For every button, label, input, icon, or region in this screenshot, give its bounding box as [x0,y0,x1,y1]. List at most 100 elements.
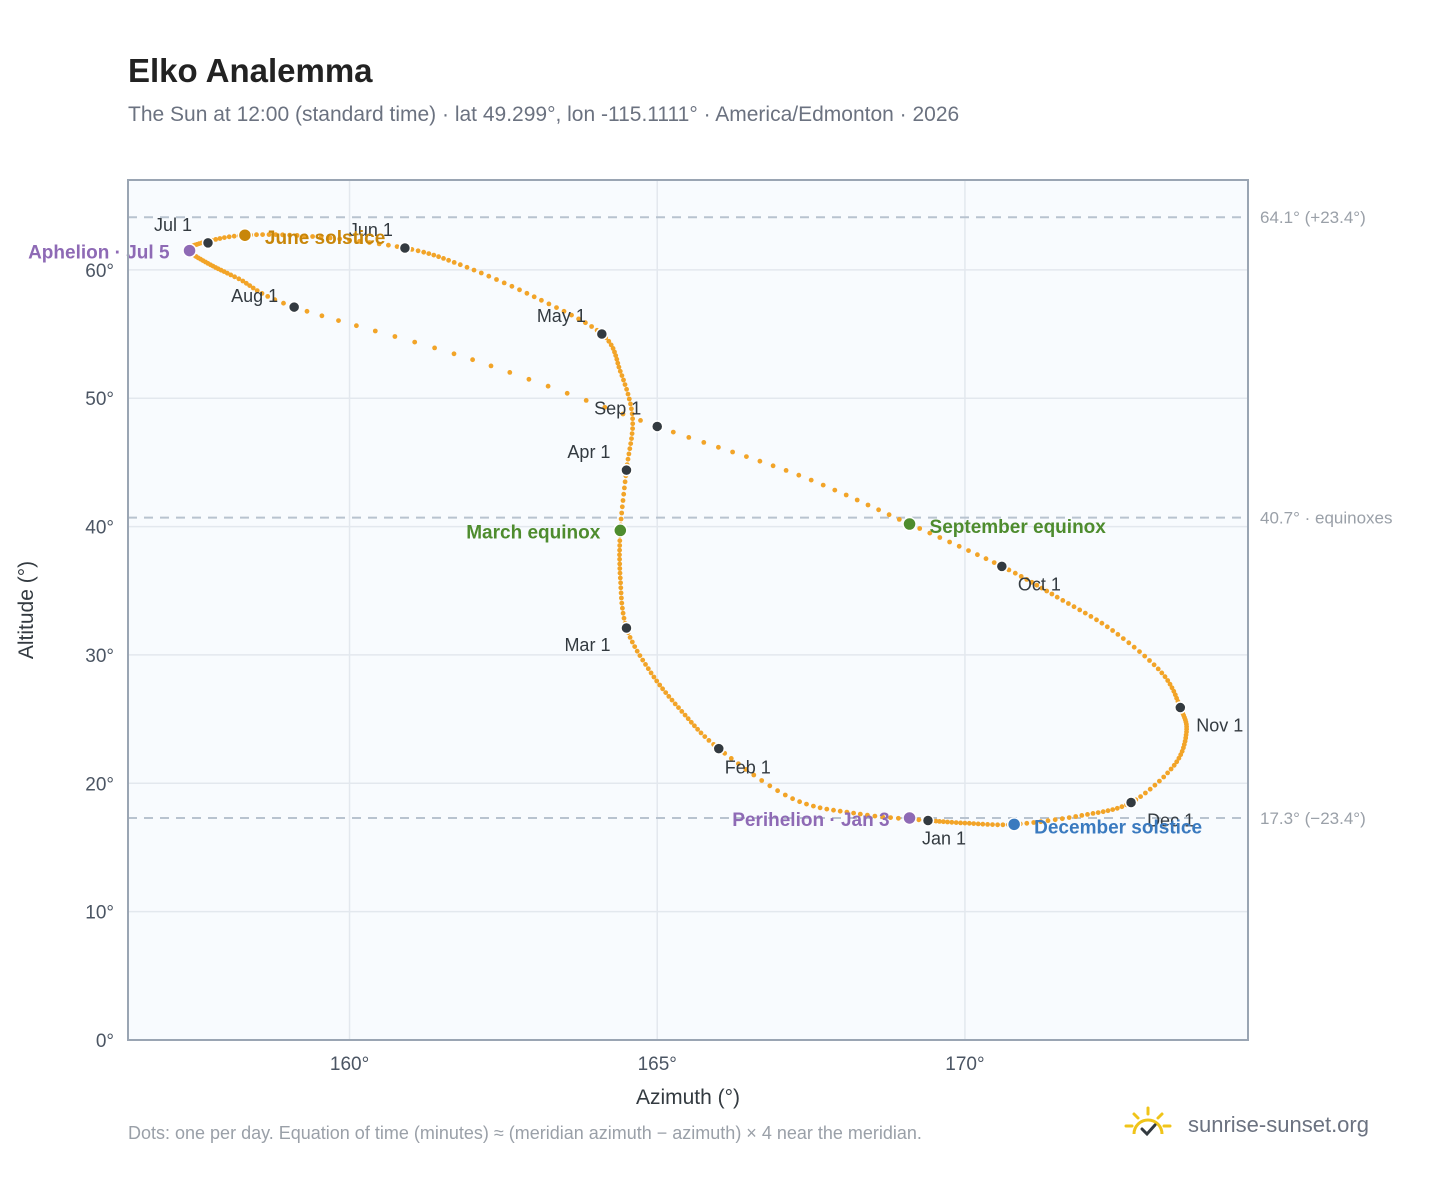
x-tick-label: 170° [945,1054,984,1075]
daily-dot [509,283,515,289]
daily-dot [629,411,635,417]
daily-dot [626,451,632,457]
y-tick-label: 10° [85,903,114,924]
daily-dot [941,819,946,825]
daily-dot [692,723,697,729]
daily-dot [617,556,622,562]
brand[interactable]: sunrise-sunset.org [1120,1104,1369,1146]
daily-dot [857,811,863,817]
month-marker-label: May 1 [537,306,586,326]
event-dot [182,243,197,258]
daily-dot [1073,814,1079,819]
daily-dot [767,783,773,789]
daily-dot [632,644,638,649]
daily-dot [1147,658,1152,663]
daily-dot [1171,762,1177,768]
daily-dot [1099,620,1105,626]
daily-dot [1077,607,1083,613]
daily-dot [660,686,665,692]
daily-dot [770,463,776,469]
daily-dot [966,820,972,826]
daily-dot [546,301,552,307]
daily-dot [426,251,432,256]
daily-dot [975,552,980,558]
daily-dot [620,411,626,417]
daily-dot [367,240,372,245]
daily-dot [1049,591,1055,597]
daily-dot [1006,567,1012,573]
daily-dot [854,497,860,503]
daily-dot [231,233,237,239]
daily-dot [1126,640,1132,646]
month-markers: Jan 1 Feb 1 Mar 1 Apr 1 May 1 Jun 1 Jul 1 Aug 1… [154,215,1243,849]
daily-dot [651,674,657,680]
daily-dot [757,458,763,464]
month-marker-label: Aug 1 [231,286,278,306]
daily-dot [637,653,643,658]
daily-dot [1024,820,1030,826]
daily-dot [808,477,814,483]
y-tick-label: 30° [85,646,114,667]
footnote: Dots: one per day. Equation of time (min… [128,1123,922,1143]
month-marker-label: Dec 1 [1147,811,1194,831]
daily-dot [583,398,589,403]
daily-dot [576,316,581,322]
daily-dot [617,570,623,576]
daily-dot [1151,662,1157,668]
daily-dot [602,404,608,410]
daily-dot [797,799,802,805]
chart-title: Elko Analemma [128,52,373,89]
daily-dot [1045,818,1051,824]
daily-dot [1155,666,1161,672]
daily-dot [386,242,391,248]
daily-dot [1114,805,1120,811]
daily-dot [817,805,823,811]
daily-dot [259,291,265,296]
daily-dot [357,238,362,244]
daily-dot [589,324,594,329]
daily-dot [232,274,238,280]
daily-dot [266,232,272,238]
reference-line-label: 40.7° · equinoxes [1260,509,1393,528]
daily-dot [634,648,640,654]
daily-dot [886,512,892,518]
daily-dot [327,235,333,241]
daily-dot [617,368,623,374]
y-tick-label: 50° [85,389,114,410]
daily-dot [947,539,952,545]
x-tick-label: 165° [638,1054,677,1075]
daily-dot [896,815,901,821]
daily-dot [1071,604,1077,610]
month-marker-label: Sep 1 [594,398,641,418]
daily-dot [620,610,626,616]
daily-dot [832,487,838,493]
daily-dot [736,761,741,767]
daily-dot [991,560,997,565]
event-label: Aphelion · Jul 5 [28,243,170,264]
daily-dot [486,273,492,279]
daily-dot [880,814,886,820]
daily-dot [1168,766,1174,772]
daily-dot [648,670,654,676]
daily-dot [213,237,219,242]
event-label: December solstice [1034,817,1202,838]
axis-ticks: 160° 165° 170° 0° 10° 20° 30° 40° 50° 60° [85,261,984,1075]
sun-logo-icon [1124,1106,1172,1137]
daily-dot [917,526,923,531]
daily-dot [612,349,617,355]
event-dot [902,810,917,826]
event-label: March equinox [466,522,601,543]
daily-dot [820,482,826,488]
daily-dot [319,313,325,319]
daily-dot [666,694,672,699]
daily-dot [811,803,816,809]
daily-dot [222,235,227,241]
daily-dot [619,504,625,510]
daily-dot [618,580,623,586]
daily-dot [273,232,279,238]
daily-dot [937,819,942,824]
daily-dot [630,426,635,431]
daily-dot [831,807,836,813]
daily-dot [347,237,352,243]
month-marker-dot [995,560,1009,573]
